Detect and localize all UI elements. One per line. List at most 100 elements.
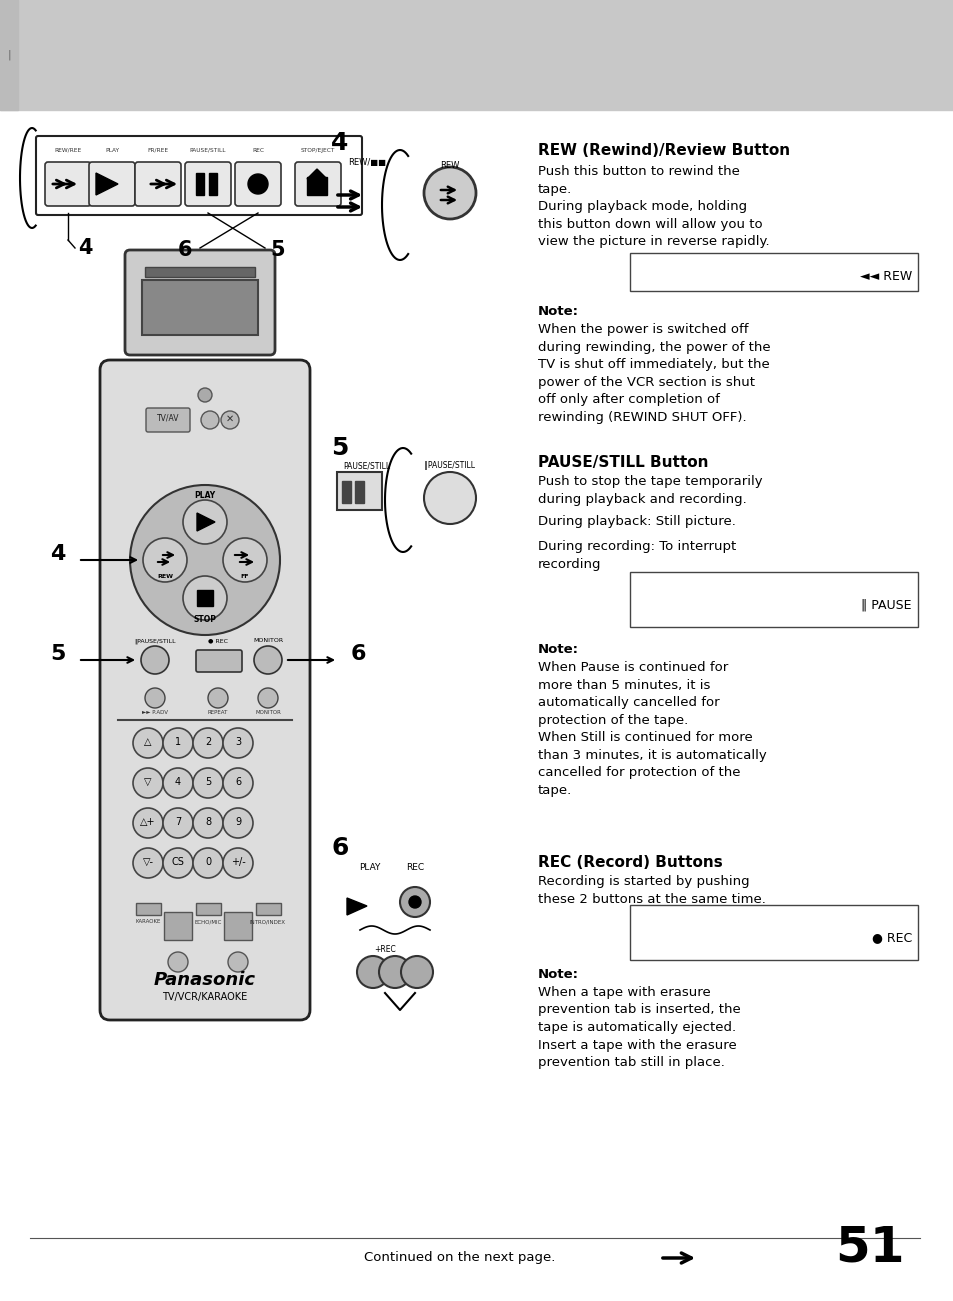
Text: Continued on the next page.: Continued on the next page. bbox=[364, 1252, 555, 1265]
Text: ‖PAUSE/STILL: ‖PAUSE/STILL bbox=[134, 637, 175, 644]
Text: CS: CS bbox=[172, 857, 184, 866]
Circle shape bbox=[132, 729, 163, 758]
Text: 3: 3 bbox=[234, 736, 241, 747]
Bar bbox=[164, 912, 192, 941]
Bar bbox=[142, 280, 257, 334]
Text: 6: 6 bbox=[177, 239, 193, 260]
Text: REC: REC bbox=[252, 147, 264, 152]
Text: |: | bbox=[8, 49, 10, 60]
FancyBboxPatch shape bbox=[629, 572, 917, 627]
Circle shape bbox=[356, 956, 389, 987]
FancyBboxPatch shape bbox=[629, 252, 917, 291]
Text: +/-: +/- bbox=[231, 857, 245, 866]
Text: PAUSE/STILL: PAUSE/STILL bbox=[343, 461, 390, 470]
FancyBboxPatch shape bbox=[294, 163, 340, 206]
Text: PLAY: PLAY bbox=[105, 147, 119, 152]
Text: REC: REC bbox=[406, 863, 424, 872]
Text: 4: 4 bbox=[78, 238, 92, 258]
Circle shape bbox=[399, 887, 430, 917]
Circle shape bbox=[163, 808, 193, 838]
Circle shape bbox=[132, 808, 163, 838]
Bar bbox=[145, 267, 254, 277]
Text: 5: 5 bbox=[331, 436, 349, 461]
Text: Note:: Note: bbox=[537, 643, 578, 656]
Circle shape bbox=[203, 654, 216, 669]
Text: PLAY: PLAY bbox=[194, 490, 215, 500]
Text: ◄◄ REW: ◄◄ REW bbox=[859, 269, 911, 282]
Bar bbox=[341, 481, 351, 503]
Circle shape bbox=[423, 472, 476, 524]
Bar bbox=[0, 0, 18, 111]
Bar bbox=[195, 903, 221, 915]
Circle shape bbox=[193, 848, 223, 878]
Text: REW (Rewind)/Review Button: REW (Rewind)/Review Button bbox=[537, 143, 789, 157]
Text: During recording: To interrupt
recording: During recording: To interrupt recording bbox=[537, 540, 736, 571]
Circle shape bbox=[223, 729, 253, 758]
Text: Note:: Note: bbox=[537, 304, 578, 317]
Circle shape bbox=[228, 952, 248, 972]
FancyBboxPatch shape bbox=[45, 163, 91, 206]
Text: PLAY: PLAY bbox=[359, 863, 380, 872]
Circle shape bbox=[132, 848, 163, 878]
Text: 7: 7 bbox=[174, 817, 181, 827]
Text: ‖PAUSE/STILL: ‖PAUSE/STILL bbox=[424, 461, 475, 470]
Text: REW/■■: REW/■■ bbox=[348, 157, 386, 167]
Bar bbox=[255, 903, 281, 915]
FancyBboxPatch shape bbox=[185, 163, 231, 206]
Circle shape bbox=[253, 647, 282, 674]
Text: PAUSE/STILL: PAUSE/STILL bbox=[190, 147, 226, 152]
FancyBboxPatch shape bbox=[89, 163, 135, 206]
Polygon shape bbox=[196, 513, 214, 531]
Text: 6: 6 bbox=[331, 837, 349, 860]
Text: ►► P.ADV: ►► P.ADV bbox=[142, 710, 168, 716]
Circle shape bbox=[223, 808, 253, 838]
Text: FF: FF bbox=[240, 574, 249, 579]
Circle shape bbox=[193, 768, 223, 798]
Circle shape bbox=[409, 896, 420, 908]
Circle shape bbox=[168, 952, 188, 972]
Text: 4: 4 bbox=[331, 131, 349, 155]
FancyBboxPatch shape bbox=[195, 650, 242, 673]
Text: ‖ PAUSE: ‖ PAUSE bbox=[861, 598, 911, 611]
Circle shape bbox=[163, 768, 193, 798]
Text: 2: 2 bbox=[205, 736, 211, 747]
Text: STOP/EJECT: STOP/EJECT bbox=[300, 147, 335, 152]
Circle shape bbox=[145, 688, 165, 708]
Text: Recording is started by pushing
these 2 buttons at the same time.: Recording is started by pushing these 2 … bbox=[537, 876, 765, 905]
Bar bbox=[209, 173, 216, 195]
Text: REW: REW bbox=[440, 161, 459, 170]
Text: When the power is switched off
during rewinding, the power of the
TV is shut off: When the power is switched off during re… bbox=[537, 323, 770, 424]
FancyBboxPatch shape bbox=[36, 137, 361, 215]
Circle shape bbox=[400, 956, 433, 987]
Circle shape bbox=[208, 688, 228, 708]
Text: 1: 1 bbox=[174, 736, 181, 747]
Polygon shape bbox=[347, 898, 367, 915]
Text: When Pause is continued for
more than 5 minutes, it is
automatically cancelled f: When Pause is continued for more than 5 … bbox=[537, 661, 766, 796]
Text: 4: 4 bbox=[51, 544, 66, 565]
FancyBboxPatch shape bbox=[135, 163, 181, 206]
Text: 5: 5 bbox=[51, 644, 66, 664]
Circle shape bbox=[193, 808, 223, 838]
Text: 6: 6 bbox=[350, 644, 365, 664]
Text: TV/VCR/KARAOKE: TV/VCR/KARAOKE bbox=[162, 991, 248, 1002]
Text: 6: 6 bbox=[234, 777, 241, 787]
FancyBboxPatch shape bbox=[146, 409, 190, 432]
Text: Push this button to rewind the
tape.: Push this button to rewind the tape. bbox=[537, 165, 740, 195]
Circle shape bbox=[223, 768, 253, 798]
Text: 5: 5 bbox=[205, 777, 211, 787]
Circle shape bbox=[221, 411, 239, 429]
Circle shape bbox=[193, 729, 223, 758]
Text: INTRO/INDEX: INTRO/INDEX bbox=[250, 919, 286, 924]
Bar bbox=[196, 589, 213, 606]
Text: REC (Record) Buttons: REC (Record) Buttons bbox=[537, 855, 722, 870]
Text: 5: 5 bbox=[270, 239, 284, 260]
Circle shape bbox=[201, 411, 219, 429]
Circle shape bbox=[223, 539, 267, 582]
Text: 0: 0 bbox=[205, 857, 211, 866]
FancyBboxPatch shape bbox=[100, 360, 310, 1020]
Circle shape bbox=[257, 688, 277, 708]
Text: ▽: ▽ bbox=[144, 777, 152, 787]
Text: REW/REE: REW/REE bbox=[54, 147, 82, 152]
Circle shape bbox=[223, 848, 253, 878]
Text: PAUSE/STILL Button: PAUSE/STILL Button bbox=[537, 455, 708, 470]
